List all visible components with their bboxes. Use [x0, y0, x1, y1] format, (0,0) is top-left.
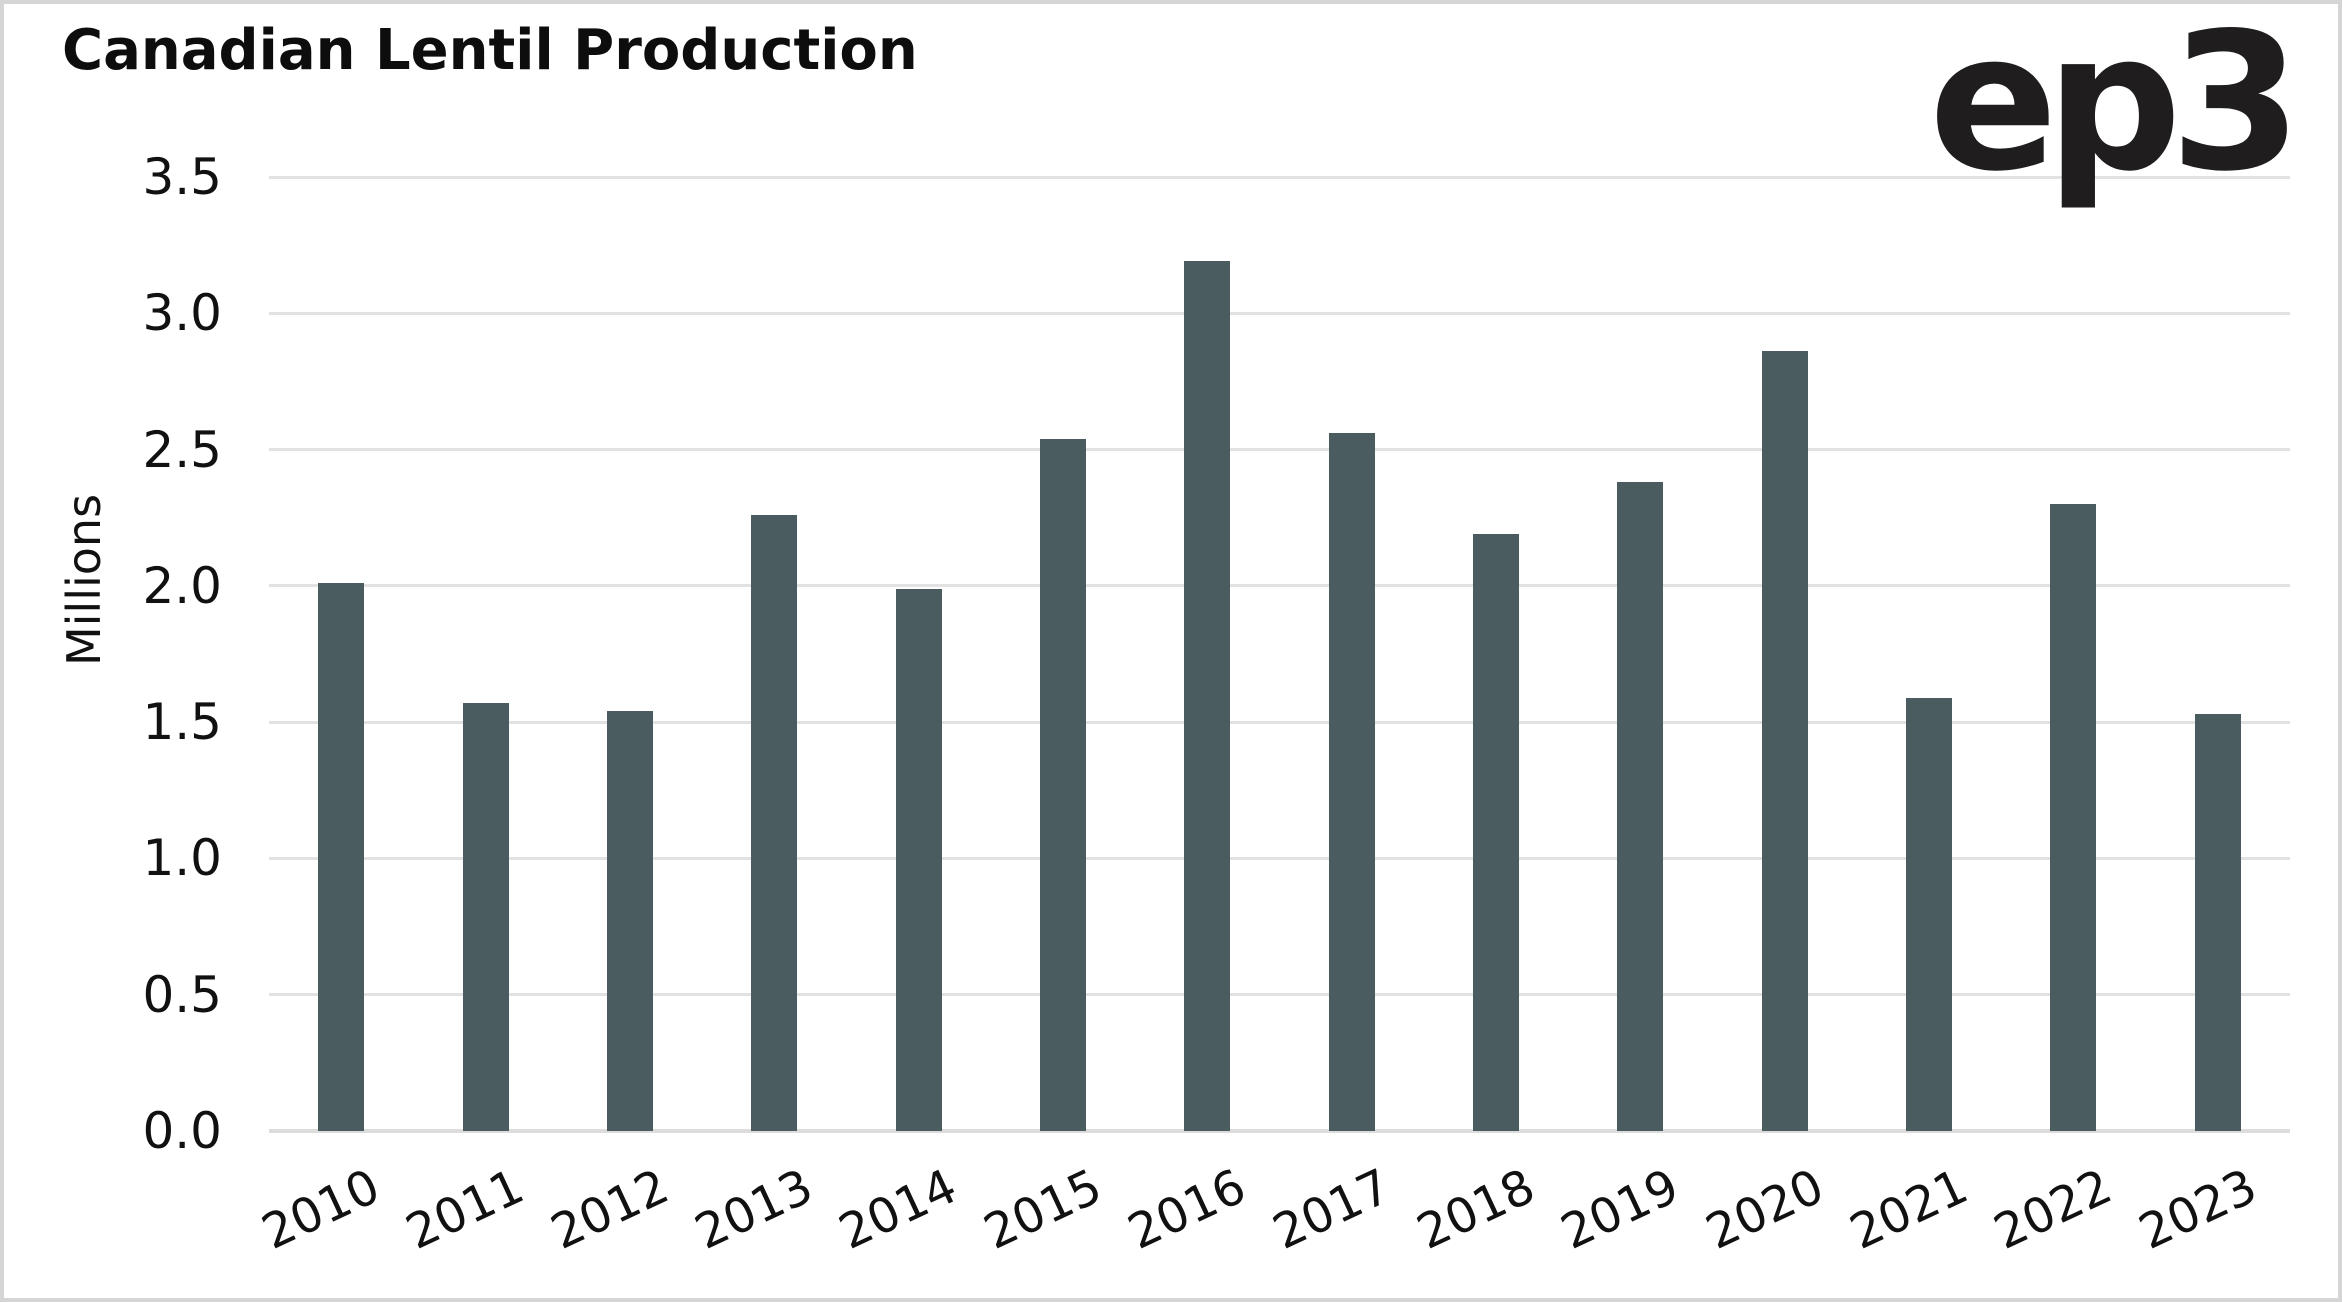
x-tick-label-2012: 2012: [542, 1158, 677, 1261]
gridline: [269, 311, 2290, 315]
x-tick-label-2022: 2022: [1986, 1158, 2121, 1261]
gridline: [269, 584, 2290, 588]
y-tick-label: 0.0: [142, 1102, 222, 1160]
bar-2017: [1328, 433, 1375, 1131]
x-tick-label-2016: 2016: [1119, 1158, 1255, 1261]
x-axis-baseline: [269, 1129, 2290, 1133]
gridline: [269, 993, 2290, 997]
bar-2023: [2194, 713, 2241, 1131]
bar-2019: [1617, 482, 1664, 1131]
x-tick-label-2011: 2011: [398, 1158, 533, 1261]
bar-2011: [462, 703, 509, 1131]
x-tick-label-2019: 2019: [1553, 1158, 1688, 1261]
y-tick-label: 3.0: [142, 284, 222, 343]
y-tick-label: 1.0: [142, 829, 222, 888]
bar-2013: [751, 514, 798, 1131]
x-tick-label-2021: 2021: [1841, 1158, 1977, 1261]
bar-2012: [606, 711, 653, 1131]
x-tick-label-2015: 2015: [975, 1158, 1110, 1261]
bar-2014: [895, 588, 942, 1131]
y-tick-label: 3.5: [142, 148, 222, 206]
gridline: [269, 175, 2290, 179]
x-tick-label-2010: 2010: [253, 1158, 389, 1261]
y-tick-label: 0.5: [142, 965, 222, 1024]
bar-2015: [1039, 438, 1086, 1131]
bar-2021: [1906, 697, 1953, 1131]
y-tick-label: 2.0: [142, 556, 222, 615]
x-tick-label-2018: 2018: [1408, 1158, 1544, 1261]
gridline: [269, 856, 2290, 860]
y-tick-label: 2.5: [142, 420, 222, 479]
bar-2010: [318, 583, 365, 1131]
x-tick-label-2017: 2017: [1264, 1158, 1399, 1261]
bar-2016: [1184, 261, 1231, 1131]
chart-title: Canadian Lentil Production: [62, 18, 918, 83]
x-tick-label-2013: 2013: [686, 1158, 822, 1261]
bar-2018: [1473, 534, 1520, 1131]
bar-2020: [1761, 351, 1808, 1131]
x-tick-label-2014: 2014: [831, 1158, 966, 1261]
ep3-logo: ep3: [1928, 0, 2302, 213]
x-tick-label-2023: 2023: [2130, 1158, 2265, 1261]
y-tick-label: 1.5: [142, 693, 222, 752]
gridline: [269, 720, 2290, 724]
bar-2022: [2050, 504, 2097, 1131]
x-tick-label-2020: 2020: [1697, 1158, 1832, 1261]
gridline: [269, 448, 2290, 452]
